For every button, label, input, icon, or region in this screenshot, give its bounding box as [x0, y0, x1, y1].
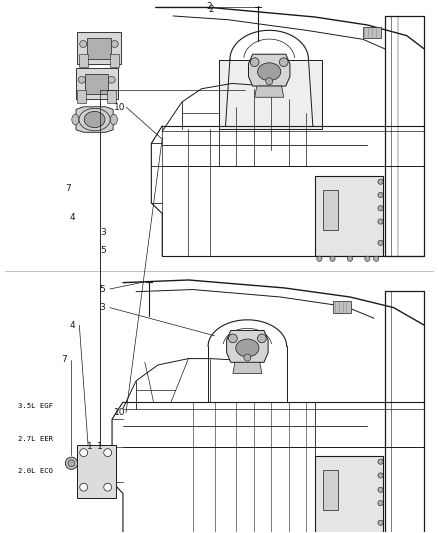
Circle shape — [258, 334, 266, 343]
Ellipse shape — [258, 63, 281, 80]
Polygon shape — [76, 107, 113, 132]
Polygon shape — [363, 27, 381, 38]
Polygon shape — [248, 54, 290, 86]
Circle shape — [378, 487, 383, 492]
Ellipse shape — [72, 114, 79, 125]
Circle shape — [80, 41, 87, 47]
Text: 7: 7 — [61, 355, 67, 364]
Circle shape — [78, 76, 85, 83]
Bar — [315, 456, 383, 533]
Bar — [323, 190, 338, 230]
Bar — [110, 54, 119, 68]
Polygon shape — [85, 74, 108, 94]
Bar — [315, 176, 383, 256]
Circle shape — [378, 206, 383, 211]
Circle shape — [378, 473, 383, 478]
Ellipse shape — [236, 339, 259, 357]
Bar — [323, 470, 338, 510]
Circle shape — [108, 76, 115, 83]
Text: 2: 2 — [207, 2, 212, 11]
Circle shape — [347, 256, 353, 261]
Circle shape — [266, 78, 273, 85]
Circle shape — [244, 354, 251, 361]
Circle shape — [68, 460, 75, 467]
Text: 3: 3 — [100, 303, 106, 312]
Circle shape — [378, 179, 383, 184]
Text: 10: 10 — [113, 408, 125, 417]
Text: 4: 4 — [70, 213, 76, 222]
Circle shape — [251, 58, 259, 67]
Bar — [79, 54, 88, 68]
Text: 2.7L EER: 2.7L EER — [18, 437, 53, 442]
Text: 3.5L EGF: 3.5L EGF — [18, 403, 53, 409]
Text: 10: 10 — [113, 103, 125, 112]
Bar — [78, 90, 86, 103]
Text: 2.0L ECO: 2.0L ECO — [18, 468, 53, 474]
Polygon shape — [233, 362, 262, 374]
Circle shape — [378, 459, 383, 464]
Circle shape — [378, 520, 383, 526]
Circle shape — [111, 41, 118, 47]
Polygon shape — [333, 301, 351, 313]
Ellipse shape — [110, 114, 117, 125]
Circle shape — [378, 219, 383, 224]
Ellipse shape — [84, 111, 105, 128]
Polygon shape — [254, 86, 284, 97]
Text: 2: 2 — [208, 5, 214, 14]
Polygon shape — [226, 330, 268, 362]
Circle shape — [80, 449, 88, 457]
Circle shape — [378, 500, 383, 506]
Circle shape — [65, 457, 78, 470]
Text: 7: 7 — [66, 183, 71, 192]
Circle shape — [80, 483, 88, 491]
Circle shape — [374, 256, 379, 261]
Text: 1: 1 — [97, 442, 103, 451]
Circle shape — [104, 449, 112, 457]
Text: 1: 1 — [87, 442, 92, 451]
Circle shape — [317, 256, 322, 261]
Polygon shape — [87, 38, 111, 59]
Text: 4: 4 — [69, 321, 75, 329]
Circle shape — [378, 240, 383, 245]
Bar — [219, 60, 321, 128]
Bar — [107, 90, 116, 103]
Text: 5: 5 — [100, 246, 106, 255]
Circle shape — [104, 483, 112, 491]
Circle shape — [365, 256, 370, 261]
Circle shape — [378, 192, 383, 198]
Text: 3: 3 — [100, 228, 106, 237]
Bar — [77, 445, 117, 498]
Text: 5: 5 — [100, 285, 106, 294]
Circle shape — [229, 334, 237, 343]
Polygon shape — [77, 32, 121, 64]
Circle shape — [279, 58, 288, 67]
Circle shape — [330, 256, 335, 261]
Polygon shape — [76, 68, 117, 99]
